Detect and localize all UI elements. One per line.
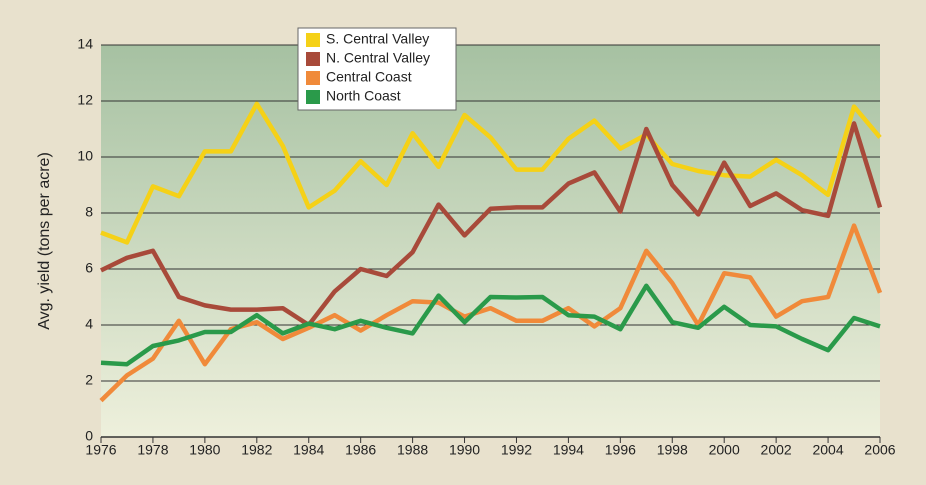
legend-label: N. Central Valley [326,50,430,66]
y-tick-label: 14 [77,36,93,52]
x-tick-label: 1976 [85,442,116,458]
legend-swatch [306,52,320,66]
x-tick-label: 1992 [501,442,532,458]
legend: S. Central Valley N. Central Valley Centra… [297,27,457,111]
x-tick-label: 1986 [345,442,376,458]
y-tick-label: 0 [85,428,93,444]
legend-swatch [306,33,320,47]
series-line [100,283,881,367]
legend-swatch [306,90,320,104]
x-tick-label: 1988 [397,442,428,458]
series-line [100,101,882,245]
y-tick-label: 2 [85,372,93,388]
y-tick-label: 8 [85,204,93,220]
x-tick-label: 2004 [812,442,843,458]
series-line [100,121,883,328]
x-tick-label: 1994 [553,442,584,458]
x-tick-label: 2002 [761,442,792,458]
y-axis-label: Avg. yield (tons per acre) [36,152,53,330]
series-line [99,223,883,403]
x-tick-label: 2006 [864,442,895,458]
legend-label: S. Central Valley [326,31,429,47]
y-tick-label: 10 [77,148,93,164]
y-tick-label: 6 [85,260,93,276]
y-tick-label: 4 [85,316,93,332]
plot-area [101,45,880,437]
x-tick-label: 1984 [293,442,324,458]
x-tick-label: 1978 [137,442,168,458]
x-tick-label: 2000 [709,442,740,458]
x-tick-label: 1982 [241,442,272,458]
legend-label: Central Coast [326,69,412,85]
x-tick-label: 1998 [657,442,688,458]
legend-label: North Coast [326,88,401,104]
x-tick-label: 1996 [605,442,636,458]
x-tick-label: 1990 [449,442,480,458]
legend-box [297,27,457,111]
x-tick-label: 1980 [189,442,220,458]
plot: 0 2 4 6 8 10 12 14 1976 1978 1980 1982 1984 1986 1988 1… [77,36,895,458]
legend-swatch [306,71,320,85]
y-tick-label: 12 [77,92,93,108]
